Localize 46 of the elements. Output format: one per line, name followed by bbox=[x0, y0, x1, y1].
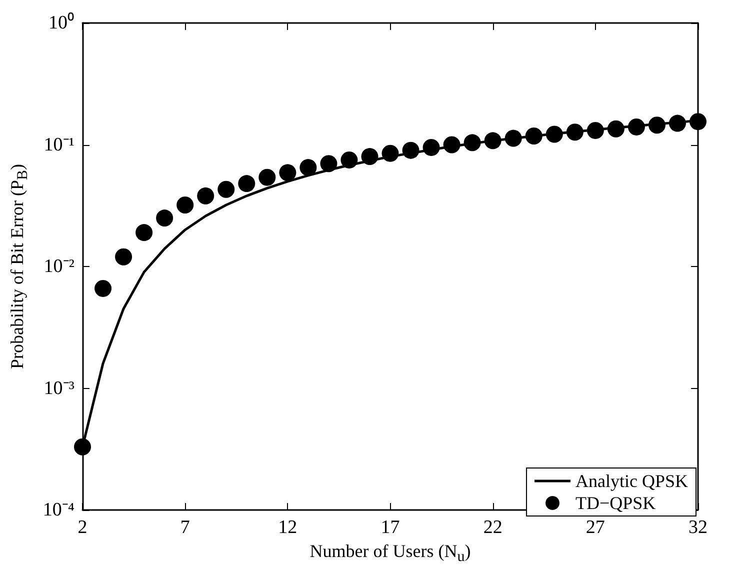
point bbox=[402, 142, 420, 159]
point bbox=[464, 134, 481, 152]
x-tick-label: 12 bbox=[278, 517, 298, 538]
point bbox=[156, 210, 174, 227]
point bbox=[546, 126, 563, 143]
point bbox=[115, 248, 132, 266]
point bbox=[238, 175, 256, 192]
point bbox=[136, 224, 153, 242]
x-tick-label: 22 bbox=[483, 517, 502, 538]
point bbox=[176, 196, 194, 214]
x-tick-label: 2 bbox=[78, 517, 88, 538]
x-tick-label: 7 bbox=[180, 517, 190, 538]
point bbox=[525, 128, 542, 144]
point bbox=[197, 187, 214, 204]
point bbox=[258, 168, 276, 186]
point bbox=[218, 180, 235, 198]
point bbox=[320, 155, 338, 172]
legend-label: TD−QPSK bbox=[576, 493, 656, 513]
point bbox=[300, 159, 317, 176]
point bbox=[361, 148, 378, 166]
point bbox=[443, 136, 460, 154]
point bbox=[94, 280, 112, 297]
x-tick-label: 17 bbox=[380, 517, 400, 538]
y-tick-label: 10⁻³ bbox=[44, 378, 75, 399]
x-tick-label: 27 bbox=[586, 517, 605, 538]
y-axis-title: Probability of Bit Error (PB) bbox=[7, 164, 31, 369]
point bbox=[484, 132, 502, 150]
y-tick-label: 10⁻⁴ bbox=[42, 500, 75, 520]
point bbox=[628, 118, 645, 136]
point bbox=[382, 144, 399, 162]
legend-label: Analytic QPSK bbox=[576, 471, 688, 491]
point bbox=[586, 122, 604, 139]
point bbox=[648, 116, 666, 134]
point bbox=[607, 120, 624, 138]
point bbox=[690, 113, 706, 130]
point bbox=[504, 130, 522, 147]
point bbox=[566, 124, 584, 141]
y-tick-label: 10⁻² bbox=[44, 256, 75, 277]
point bbox=[340, 151, 358, 168]
point bbox=[669, 114, 686, 132]
y-tick-label: 10⁻¹ bbox=[44, 134, 75, 156]
x-tick-label: 32 bbox=[688, 517, 708, 538]
point bbox=[74, 438, 91, 456]
y-tick-label: 10⁰ bbox=[48, 12, 74, 34]
point bbox=[422, 138, 440, 156]
point bbox=[279, 164, 296, 182]
